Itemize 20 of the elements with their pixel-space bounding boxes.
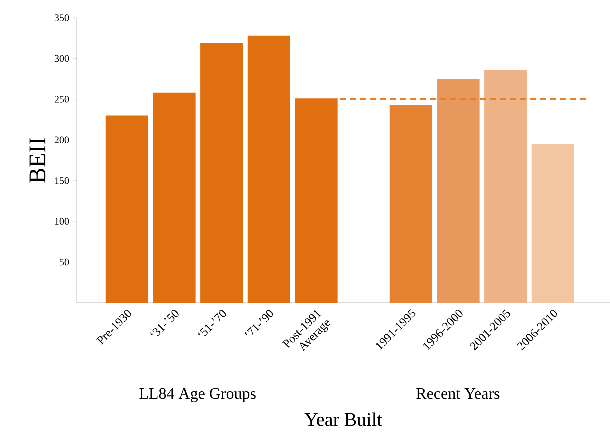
y-tick-label: 250	[54, 96, 70, 103]
bar	[295, 98, 338, 303]
y-tick-label: 350	[54, 14, 70, 22]
bar	[390, 105, 432, 303]
y-tick-label: 300	[54, 55, 70, 62]
bar	[106, 116, 148, 303]
text: Recent Years	[416, 388, 500, 400]
y-axis-title: BEII	[30, 138, 46, 184]
y-tick-label: 150	[55, 177, 70, 184]
y-tick-label: 50	[60, 258, 70, 266]
text: LL84 Age Groups	[140, 388, 256, 402]
bar	[200, 43, 244, 303]
bar	[484, 70, 528, 303]
bar	[153, 92, 196, 303]
x-axis-title: Year Built	[304, 412, 382, 426]
bar	[248, 36, 290, 303]
bar	[532, 144, 574, 303]
bar	[437, 79, 480, 303]
y-tick-label: 200	[54, 136, 70, 144]
y-tick-label: 100	[55, 218, 70, 225]
